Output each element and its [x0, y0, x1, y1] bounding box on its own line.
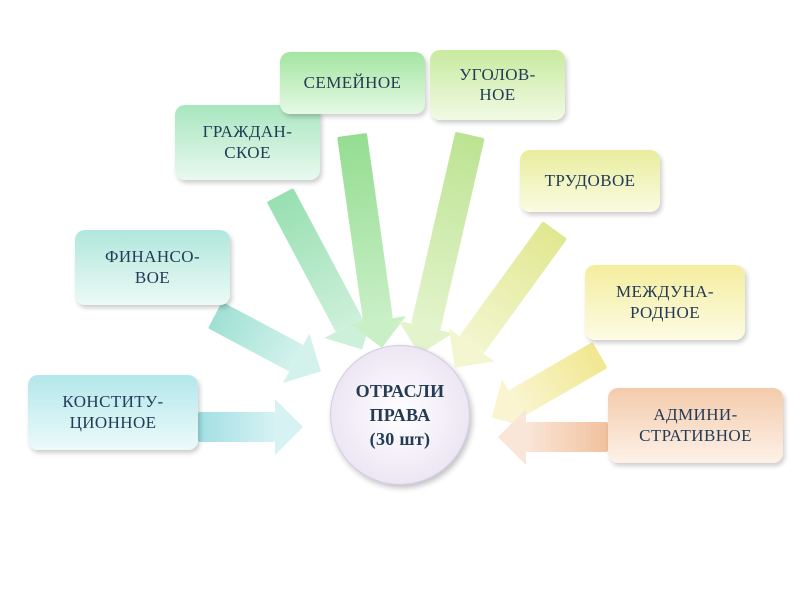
node-label: УГОЛОВ-НОЕ	[459, 65, 535, 106]
arrow-n6	[443, 221, 567, 376]
node-label: ФИНАНСО-ВОЕ	[105, 247, 200, 288]
node-label: МЕЖДУНА-РОДНОЕ	[616, 282, 714, 323]
arrow-n8	[498, 422, 608, 452]
node-n2: ФИНАНСО-ВОЕ	[75, 230, 230, 305]
node-label: АДМИНИ-СТРАТИВНОЕ	[639, 405, 752, 446]
node-label: СЕМЕЙНОЕ	[304, 73, 402, 93]
node-label: ГРАЖДАН-СКОЕ	[203, 122, 293, 163]
arrow-n5	[405, 132, 485, 358]
diagram-canvas: ОТРАСЛИПРАВА(30 шт) КОНСТИТУ-ЦИОННОЕ ФИНАН…	[0, 0, 800, 600]
center-node: ОТРАСЛИПРАВА(30 шт)	[330, 345, 470, 485]
arrow-n3	[267, 188, 376, 357]
node-n7: МЕЖДУНА-РОДНОЕ	[585, 265, 745, 340]
arrow-n1	[198, 412, 303, 442]
node-n4: СЕМЕЙНОЕ	[280, 52, 425, 114]
node-n3: ГРАЖДАН-СКОЕ	[175, 105, 320, 180]
center-label: ОТРАСЛИПРАВА(30 шт)	[356, 379, 445, 452]
node-label: КОНСТИТУ-ЦИОННОЕ	[62, 392, 163, 433]
node-n8: АДМИНИ-СТРАТИВНОЕ	[608, 388, 783, 463]
arrow-n2	[208, 302, 328, 385]
arrow-n7	[484, 342, 607, 430]
arrow-n4	[337, 133, 397, 350]
node-n5: УГОЛОВ-НОЕ	[430, 50, 565, 120]
node-n6: ТРУДОВОЕ	[520, 150, 660, 212]
node-label: ТРУДОВОЕ	[545, 171, 636, 191]
node-n1: КОНСТИТУ-ЦИОННОЕ	[28, 375, 198, 450]
